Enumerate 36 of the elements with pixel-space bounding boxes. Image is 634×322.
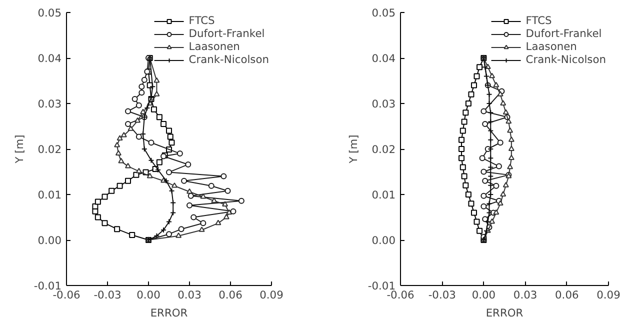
x-tick-label: 0.00 — [136, 288, 161, 302]
y-tick-label: 0.04 — [372, 52, 396, 65]
x-axis-title: ERROR — [486, 306, 524, 320]
y-tick-label: 0.04 — [38, 52, 62, 65]
y-axis-title: Y [m] — [346, 134, 360, 164]
x-tick-label: 0.09 — [596, 288, 621, 302]
x-tick-label: -0.06 — [386, 288, 415, 302]
y-tick-label: 0.02 — [372, 143, 396, 156]
y-tick-label: 0.02 — [38, 143, 62, 156]
y-axis-title: Y [m] — [12, 134, 26, 164]
x-tick-label: 0.03 — [513, 288, 538, 302]
y-tick-label: 0.03 — [372, 98, 396, 110]
legend-label: Laasonen — [188, 40, 240, 53]
x-tick-label: -0.06 — [52, 288, 81, 302]
x-tick-label: -0.03 — [428, 288, 456, 302]
y-tick-label: 0.00 — [38, 234, 62, 247]
y-tick-label: 0.01 — [372, 188, 396, 202]
x-tick-label: 0.09 — [260, 288, 284, 302]
legend-label: Crank-Nicolson — [526, 53, 606, 66]
legend-label: Dufort-Frankel — [526, 27, 602, 40]
x-tick-label: 0.06 — [218, 288, 243, 302]
x-axis-title: ERROR — [150, 306, 188, 320]
x-tick-label: 0.03 — [178, 288, 202, 302]
x-tick-label: 0.06 — [555, 288, 579, 302]
legend-label: Crank-Nicolson — [188, 53, 269, 66]
y-tick-label: 0.05 — [38, 6, 62, 20]
x-tick-label: 0.00 — [472, 288, 496, 302]
x-tick-label: -0.03 — [94, 288, 122, 302]
legend-label: FTCS — [526, 14, 552, 27]
y-tick-label: 0.00 — [372, 234, 396, 247]
y-tick-label: 0.05 — [372, 6, 396, 20]
legend-label: Dufort-Frankel — [188, 27, 265, 40]
legend-label: FTCS — [188, 14, 215, 27]
y-tick-label: 0.01 — [38, 188, 62, 202]
y-tick-label: 0.03 — [38, 98, 62, 110]
legend-label: Laasonen — [526, 40, 577, 53]
